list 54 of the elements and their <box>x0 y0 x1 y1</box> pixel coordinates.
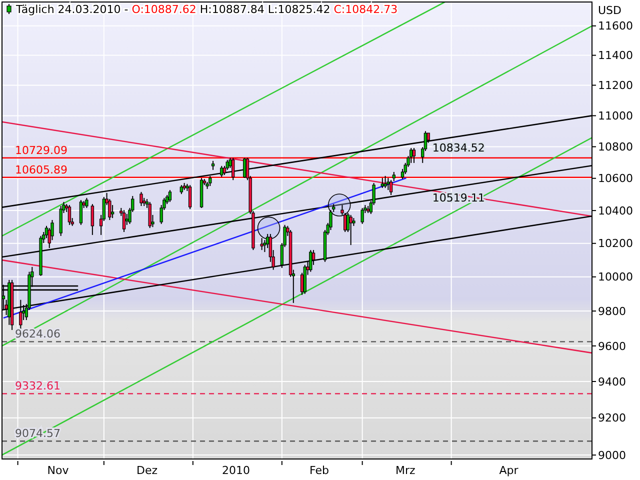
candlestick <box>386 178 390 191</box>
candlestick <box>68 204 72 226</box>
y-tick-label: 9600 <box>598 340 626 353</box>
x-tick-label: Nov <box>47 464 70 477</box>
y-tick-label: 9800 <box>598 304 626 318</box>
y-tick-label: 11200 <box>598 79 633 92</box>
y-tick-label: 11400 <box>598 49 633 62</box>
y-tick-label: 10000 <box>598 270 633 284</box>
candlestick <box>122 210 126 232</box>
candlestick <box>85 197 88 208</box>
candlestick <box>309 250 312 272</box>
ref-line-label: 9332.61 <box>15 380 60 393</box>
y-tick-label: 10800 <box>598 140 633 154</box>
candlestick <box>243 157 246 179</box>
candlestick <box>384 175 387 188</box>
x-tick-label: 2010 <box>222 464 250 477</box>
chart-title: Täglich 24.03.2010 - O:10887.62 H:10887.84 L:10825.42 C:10842.73 <box>15 3 398 16</box>
candlestick <box>410 147 413 164</box>
candlestick <box>392 171 396 182</box>
candlestick <box>148 201 152 229</box>
candlestick <box>220 165 224 178</box>
candlestick <box>349 214 352 246</box>
candlestick <box>211 160 215 170</box>
candlestick <box>360 207 364 224</box>
candlestick <box>125 213 128 226</box>
y-axis-title: USD <box>598 4 622 17</box>
candlestick <box>79 200 83 226</box>
x-tick-label: Feb <box>310 464 329 477</box>
x-tick-label: Dez <box>136 464 158 477</box>
candlestick <box>389 180 393 196</box>
ref-line-label: 10729.09 <box>15 144 68 157</box>
candlestick <box>168 190 172 202</box>
y-tick-label: 11600 <box>598 20 633 33</box>
candlestick <box>188 184 192 210</box>
y-tick-label: 9200 <box>598 412 626 425</box>
candlestick <box>90 204 94 236</box>
y-tick-label: 9400 <box>598 375 626 388</box>
x-tick-label: Mrz <box>395 464 416 477</box>
candlestick <box>59 206 62 236</box>
candlestick <box>110 204 114 219</box>
x-tick-label: Apr <box>499 464 519 477</box>
candlestick <box>232 157 235 181</box>
y-tick-label: 10400 <box>598 204 633 218</box>
candlestick <box>260 238 264 251</box>
candlestick <box>412 147 416 164</box>
annotation: 10834.52 <box>432 141 485 154</box>
y-tick-label: 10600 <box>598 172 633 186</box>
ref-line-label: 10605.89 <box>15 163 68 176</box>
candlestick <box>380 178 384 188</box>
candlestick <box>140 191 143 207</box>
candlestick <box>208 175 212 187</box>
y-tick-label: 9000 <box>598 448 626 462</box>
y-tick-label: 10200 <box>598 237 633 250</box>
y-tick-label: 11000 <box>598 110 633 123</box>
